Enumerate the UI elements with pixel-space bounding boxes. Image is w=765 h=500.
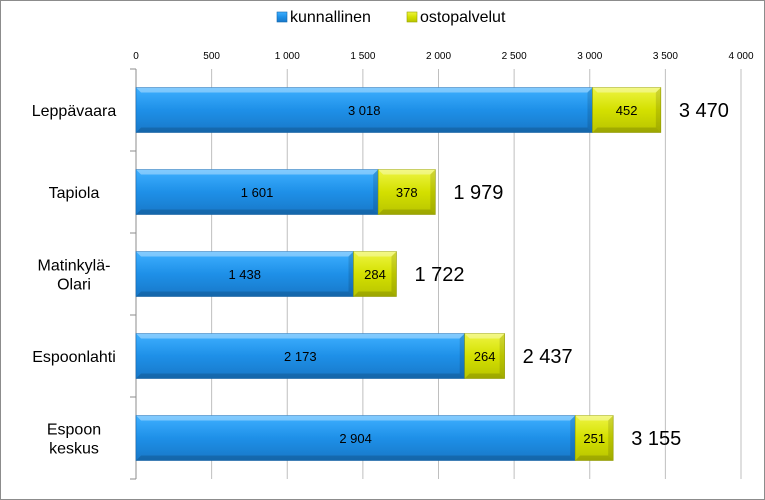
- bar-kunnallinen-2: [135, 251, 354, 297]
- bar-bevel-bottom: [136, 291, 354, 297]
- bar-bevel-top: [575, 415, 614, 421]
- bar-bevel-top: [136, 169, 379, 175]
- bar-kunnallinen-1: [135, 169, 379, 215]
- bar-bevel-top: [136, 333, 465, 339]
- bar-ostopalvelut-1: [377, 169, 436, 215]
- legend-label-ostopalvelut: ostopalvelut: [420, 9, 506, 26]
- x-tick-label: 2 000: [426, 51, 451, 62]
- total-label: 3 155: [631, 428, 681, 450]
- total-label: 1 979: [453, 182, 503, 204]
- category-label: Leppävaara: [32, 103, 117, 120]
- bar-bevel-bottom: [464, 373, 505, 379]
- data-label-kunnallinen: 1 438: [228, 267, 261, 282]
- x-tick-label: 0: [133, 51, 139, 62]
- data-label-kunnallinen: 3 018: [348, 103, 381, 118]
- data-label-kunnallinen: 2 173: [284, 349, 317, 364]
- total-label: 1 722: [414, 264, 464, 286]
- bar-kunnallinen-3: [135, 333, 465, 379]
- bar-bevel-top: [464, 333, 505, 339]
- bar-bevel-right: [499, 333, 505, 379]
- bar-bevel-right: [373, 169, 379, 215]
- bar-bevel-bottom: [353, 291, 397, 297]
- x-tick-label: 2 500: [502, 51, 527, 62]
- bar-bevel-right: [430, 169, 436, 215]
- data-label-ostopalvelut: 251: [583, 431, 605, 446]
- data-labels: 3 018 452 3 470 1 601 378 1 979 1 438 284 1 722 2…: [228, 100, 728, 450]
- bar-bevel-bottom: [136, 373, 465, 379]
- x-tick-label: 3 000: [577, 51, 602, 62]
- x-tick-label: 1 000: [275, 51, 300, 62]
- bar-bevel-top: [136, 415, 576, 421]
- gridlines: [135, 69, 742, 479]
- bar-ostopalvelut-3: [464, 333, 505, 379]
- data-label-ostopalvelut: 264: [474, 349, 496, 364]
- legend-swatch-ostopalvelut: [406, 11, 418, 23]
- bar-bevel-right: [587, 87, 593, 133]
- bar-bevel-top: [378, 169, 436, 175]
- bar-bevel-bottom: [575, 455, 614, 461]
- bar-kunnallinen-0: [135, 87, 593, 133]
- bars: [135, 87, 662, 461]
- total-label: 3 470: [679, 100, 729, 122]
- bar-bevel-bottom: [136, 455, 576, 461]
- bar-bevel-top: [592, 87, 661, 93]
- x-tick-label: 1 500: [350, 51, 375, 62]
- category-label: Espoonlahti: [32, 349, 116, 366]
- bar-bevel-top: [136, 87, 593, 93]
- bar-ostopalvelut-4: [574, 415, 614, 461]
- data-label-kunnallinen: 2 904: [339, 431, 372, 446]
- bar-bevel-bottom: [136, 127, 593, 133]
- bar-bevel-right: [655, 87, 661, 133]
- bar-ostopalvelut-2: [353, 251, 397, 297]
- bar-bevel-top: [353, 251, 397, 257]
- data-label-kunnallinen: 1 601: [241, 185, 274, 200]
- category-label: Espoon keskus: [47, 422, 101, 458]
- legend-swatch-kunnallinen: [276, 11, 288, 23]
- bar-bevel-top: [136, 251, 354, 257]
- bar-bevel-bottom: [136, 209, 379, 215]
- category-label: Matinkylä-Olari: [38, 258, 111, 294]
- y-axis: Leppävaara Tapiola Matinkylä-Olari Espoonla…: [32, 68, 137, 480]
- data-label-ostopalvelut: 284: [364, 267, 386, 282]
- bar-ostopalvelut-0: [592, 87, 662, 133]
- x-axis: 0 500 1 000 1 500 2 000 2 500 3 000 3 500 4 000: [133, 51, 754, 62]
- data-label-ostopalvelut: 452: [616, 103, 638, 118]
- bar-bevel-right: [570, 415, 576, 461]
- legend-label-kunnallinen: kunnallinen: [290, 9, 371, 26]
- bar-kunnallinen-4: [135, 415, 576, 461]
- bar-bevel-bottom: [592, 127, 661, 133]
- bar-bevel-right: [459, 333, 465, 379]
- bar-bevel-right: [391, 251, 397, 297]
- data-label-ostopalvelut: 378: [396, 185, 418, 200]
- bar-bevel-right: [608, 415, 614, 461]
- x-tick-label: 500: [203, 51, 220, 62]
- total-label: 2 437: [523, 346, 573, 368]
- x-tick-label: 3 500: [653, 51, 678, 62]
- bar-bevel-right: [348, 251, 354, 297]
- x-tick-label: 4 000: [728, 51, 753, 62]
- legend: kunnallinen ostopalvelut: [276, 9, 506, 26]
- bar-bevel-bottom: [378, 209, 436, 215]
- category-label: Tapiola: [49, 185, 100, 202]
